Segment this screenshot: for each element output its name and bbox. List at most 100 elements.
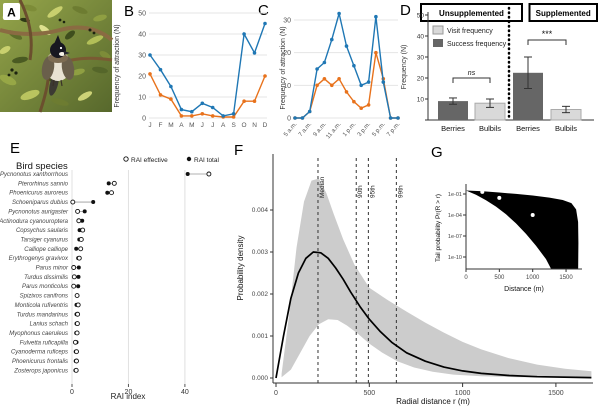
species-row: Parus minor xyxy=(36,265,81,272)
density-curve xyxy=(275,251,592,379)
species-row: Calliope calliope xyxy=(24,246,84,253)
svg-text:50: 50 xyxy=(138,11,146,18)
svg-text:Schoeniparus dubius: Schoeniparus dubius xyxy=(12,200,68,206)
svg-text:20: 20 xyxy=(125,389,133,396)
svg-text:0.001: 0.001 xyxy=(252,333,269,340)
svg-text:Median: Median xyxy=(319,176,326,198)
svg-text:Bulbils: Bulbils xyxy=(479,124,501,133)
panel-b-chart: Frequency of attraction (N) 0 10 20 30 40 50 J… xyxy=(114,11,268,130)
svg-text:Zosterops japonicus: Zosterops japonicus xyxy=(13,368,68,374)
svg-text:0.004: 0.004 xyxy=(252,207,269,214)
series-blue xyxy=(149,23,266,117)
svg-text:1e-07: 1e-07 xyxy=(448,234,462,240)
svg-text:J: J xyxy=(211,122,214,129)
supplemented-header: Supplemented xyxy=(536,9,591,18)
c-y-axis-label: Frequency of attraction (N) xyxy=(280,26,287,109)
svg-text:0: 0 xyxy=(142,116,146,123)
species-row: Phoenicurus auroreus xyxy=(9,190,114,197)
series-blue xyxy=(295,13,398,119)
svg-text:20: 20 xyxy=(283,50,291,57)
svg-text:0.000: 0.000 xyxy=(252,375,269,382)
panel-g-label: G xyxy=(431,144,443,161)
panel-a-label: A xyxy=(7,6,16,20)
svg-text:Calliope calliope: Calliope calliope xyxy=(24,247,68,253)
rai-effective-legend-label: RAI effective xyxy=(131,157,168,164)
species-row: Parus monticolus xyxy=(22,283,81,290)
svg-text:40: 40 xyxy=(181,389,189,396)
svg-text:1000: 1000 xyxy=(526,275,540,281)
d-y-axis-label: Frequency (N) xyxy=(401,45,408,90)
bird-photo: A xyxy=(0,0,114,113)
bulbul-bird xyxy=(41,35,75,96)
svg-text:1500: 1500 xyxy=(559,275,573,281)
e-title: Bird species xyxy=(16,161,68,172)
f-y-axis-label: Probability density xyxy=(236,236,245,301)
species-row: Cyanoderma ruficeps xyxy=(11,349,79,356)
svg-text:99th: 99th xyxy=(397,185,404,198)
species-row: Monticola rufiventris xyxy=(15,302,81,309)
svg-text:0: 0 xyxy=(464,275,468,281)
svg-text:40: 40 xyxy=(417,34,425,41)
svg-text:Myophonus caeruleus: Myophonus caeruleus xyxy=(9,331,68,337)
svg-text:0: 0 xyxy=(287,116,291,123)
g-x-axis-label: Distance (m) xyxy=(504,286,544,293)
visit-frequency-swatch xyxy=(432,25,444,35)
panel-c-chart: Frequency of attraction (N) 0 10 20 30 5 a.m… xyxy=(280,11,402,140)
f-x-axis-label: Radial distance r (m) xyxy=(396,397,470,406)
species-row: Spizixos canifrons xyxy=(20,293,80,300)
svg-text:M: M xyxy=(189,122,194,129)
svg-text:5 a.m.: 5 a.m. xyxy=(283,121,299,138)
svg-text:Pycnonotus xanthorrhous: Pycnonotus xanthorrhous xyxy=(0,172,68,178)
svg-text:10: 10 xyxy=(283,83,291,90)
species-row: Pycnonotus aurigaster xyxy=(8,208,87,215)
svg-text:5 p.m.: 5 p.m. xyxy=(372,121,388,138)
supplemented-header-box xyxy=(528,3,598,22)
svg-text:30: 30 xyxy=(283,18,291,25)
svg-text:Fulvetta ruficapilla: Fulvetta ruficapilla xyxy=(20,340,69,346)
svg-text:Turdus mandarinus: Turdus mandarinus xyxy=(17,312,68,318)
b-y-axis-label: Frequency of attraction (N) xyxy=(114,24,121,107)
svg-text:50: 50 xyxy=(417,13,425,20)
svg-text:90th: 90th xyxy=(357,185,364,198)
e-x-axis-label: RAI index xyxy=(111,392,146,401)
svg-text:Berries: Berries xyxy=(441,124,465,133)
species-row: Pycnonotus xanthorrhous xyxy=(0,171,212,178)
panel-d-label: D xyxy=(400,2,411,19)
svg-text:500: 500 xyxy=(494,275,505,281)
success-frequency-swatch xyxy=(433,39,443,47)
leaves xyxy=(0,4,111,106)
svg-text:11 a.m.: 11 a.m. xyxy=(325,121,342,140)
rai-total-legend-label: RAI total xyxy=(194,157,219,164)
species-row: Pterorhinus sannio xyxy=(18,180,117,187)
svg-text:Cyanoderma ruficeps: Cyanoderma ruficeps xyxy=(11,350,68,356)
svg-text:3 p.m.: 3 p.m. xyxy=(357,121,373,138)
svg-text:40: 40 xyxy=(138,32,146,39)
species-row: Erythrogenys gravivox xyxy=(9,255,82,262)
svg-text:M: M xyxy=(168,122,173,129)
rai-effective-marker-icon xyxy=(123,156,129,162)
observed-point xyxy=(530,213,535,217)
svg-text:Spizixos canifrons: Spizixos canifrons xyxy=(20,294,68,300)
species-row: Turdus mandarinus xyxy=(17,311,81,318)
svg-text:J: J xyxy=(201,122,204,129)
species-row: Schoeniparus dubius xyxy=(12,199,96,206)
svg-text:0.003: 0.003 xyxy=(252,249,269,256)
panel-g-inset-chart: Tail probability Pr(R > r) Distance (m) … xyxy=(435,184,582,293)
unsupplemented-header-box xyxy=(420,3,523,22)
success-frequency-label: Success frequency xyxy=(447,41,507,48)
svg-text:1e-10: 1e-10 xyxy=(448,255,462,261)
observed-point xyxy=(497,195,502,200)
panel-b-label: B xyxy=(124,3,135,20)
svg-text:1000: 1000 xyxy=(455,390,471,397)
panel-f-label: F xyxy=(234,142,244,159)
svg-text:Lanius schach: Lanius schach xyxy=(30,322,69,328)
svg-text:30: 30 xyxy=(417,55,425,62)
svg-text:1e-01: 1e-01 xyxy=(448,192,462,198)
confidence-ribbon xyxy=(281,178,592,378)
svg-text:Phoenicurus frontalis: Phoenicurus frontalis xyxy=(12,359,68,365)
svg-text:0: 0 xyxy=(70,389,74,396)
svg-text:Phoenicurus auroreus: Phoenicurus auroreus xyxy=(9,191,68,197)
svg-text:Pterorhinus sannio: Pterorhinus sannio xyxy=(18,181,69,187)
species-row: Copsychus saularis xyxy=(16,227,86,234)
